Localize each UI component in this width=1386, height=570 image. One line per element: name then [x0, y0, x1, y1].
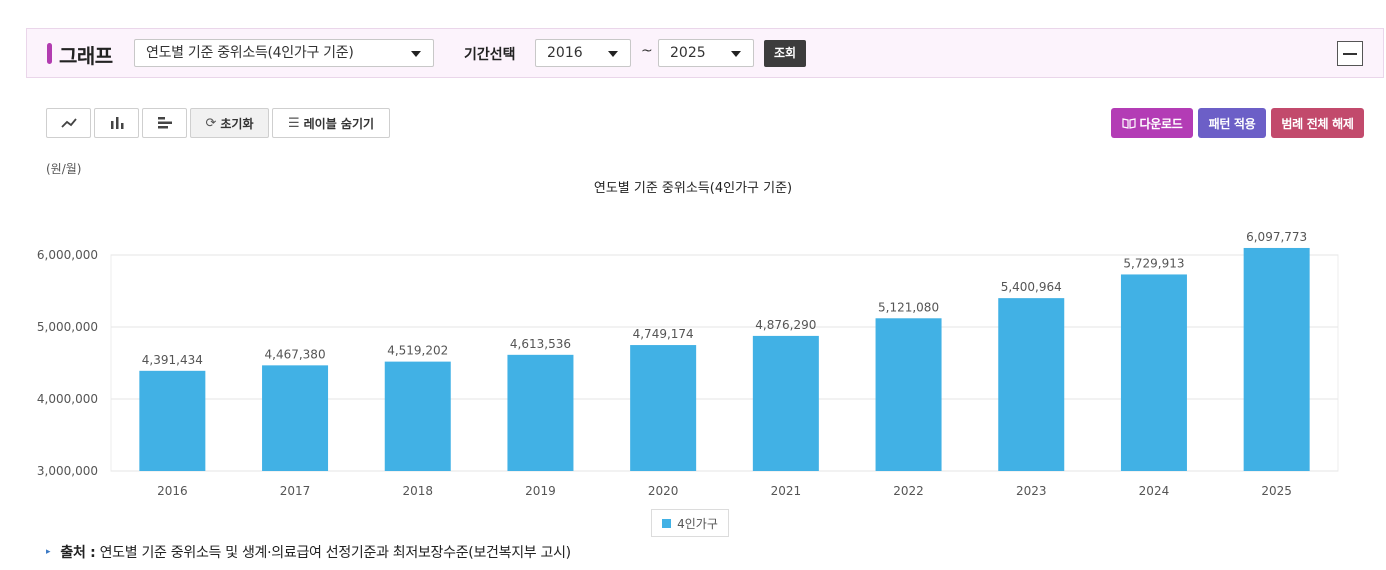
- data-label: 5,121,080: [878, 300, 939, 314]
- pattern-apply-button[interactable]: 패턴 적용: [1198, 108, 1266, 138]
- line-chart-button[interactable]: [46, 108, 91, 138]
- legend-swatch: [662, 518, 672, 528]
- bar-2022: [875, 318, 942, 471]
- bar-2020: [630, 345, 697, 471]
- hide-labels-label: 레이블 숨기기: [303, 116, 375, 131]
- y-tick-label: 6,000,000: [37, 248, 98, 262]
- data-label: 4,467,380: [265, 347, 326, 361]
- period-from-select[interactable]: 2016: [535, 39, 631, 67]
- x-tick-label: 2024: [1139, 484, 1170, 498]
- data-label: 4,876,290: [755, 318, 816, 332]
- legend-clear-button[interactable]: 범례 전체 해제: [1271, 108, 1364, 138]
- x-tick-label: 2020: [648, 484, 679, 498]
- collapse-icon[interactable]: [1337, 41, 1363, 66]
- data-label: 5,729,913: [1123, 256, 1184, 270]
- legend-label: 4인가구: [677, 516, 718, 531]
- source-key: 출처 :: [60, 545, 96, 561]
- list-icon: ☰: [287, 115, 300, 131]
- data-label: 4,519,202: [387, 344, 448, 358]
- x-tick-label: 2016: [157, 484, 188, 498]
- x-tick-label: 2019: [525, 484, 556, 498]
- reset-button[interactable]: ⟳ 초기화: [190, 108, 269, 138]
- unit-label: (원/월): [46, 162, 82, 176]
- bar-chart-button[interactable]: [94, 108, 139, 138]
- bar-2018: [384, 361, 451, 471]
- source-text: 연도별 기준 중위소득 및 생계·의료급여 선정기준과 최저보장수준(보건복지부…: [99, 545, 572, 561]
- chart-title: 연도별 기준 중위소득(4인가구 기준): [593, 181, 793, 196]
- chevron-down-icon: [608, 51, 618, 57]
- bar-2023: [998, 298, 1065, 471]
- legend-item-4person[interactable]: 4인가구: [651, 509, 729, 537]
- download-label: 다운로드: [1139, 116, 1183, 131]
- section-title: 그래프: [59, 44, 113, 68]
- horizontal-bar-chart-icon: [157, 117, 172, 129]
- y-tick-label: 4,000,000: [37, 392, 98, 406]
- bar-2021: [752, 335, 819, 471]
- bar-2025: [1243, 247, 1310, 471]
- indicator-select[interactable]: 연도별 기준 중위소득(4인가구 기준): [134, 39, 434, 67]
- x-tick-label: 2017: [280, 484, 311, 498]
- book-icon: [1121, 118, 1136, 129]
- period-label: 기간선택: [464, 47, 516, 63]
- refresh-icon: ⟳: [205, 115, 217, 131]
- data-label: 4,749,174: [633, 327, 694, 341]
- x-tick-label: 2021: [771, 484, 802, 498]
- period-to-select[interactable]: 2025: [658, 39, 754, 67]
- title-accent-mark: [47, 43, 52, 64]
- reset-label: 초기화: [220, 116, 254, 131]
- indicator-select-value: 연도별 기준 중위소득(4인가구 기준): [146, 45, 354, 61]
- y-tick-label: 5,000,000: [37, 320, 98, 334]
- y-tick-label: 3,000,000: [37, 464, 98, 478]
- bar-2024: [1120, 274, 1187, 471]
- period-from-value: 2016: [547, 45, 583, 61]
- bar-2016: [139, 370, 206, 471]
- horizontal-bar-chart-button[interactable]: [142, 108, 187, 138]
- hide-labels-button[interactable]: ☰ 레이블 숨기기: [272, 108, 390, 138]
- line-chart-icon: [60, 118, 77, 128]
- bar-2019: [507, 354, 574, 471]
- x-tick-label: 2018: [402, 484, 433, 498]
- x-tick-label: 2022: [893, 484, 924, 498]
- data-label: 4,391,434: [142, 353, 203, 367]
- data-label: 4,613,536: [510, 337, 571, 351]
- bar-chart-icon: [110, 117, 123, 129]
- chevron-down-icon: [731, 51, 741, 57]
- query-button[interactable]: 조회: [764, 40, 806, 67]
- bullet-icon: ▸: [46, 547, 51, 557]
- period-to-value: 2025: [670, 45, 706, 61]
- chevron-down-icon: [411, 51, 421, 57]
- x-tick-label: 2023: [1016, 484, 1047, 498]
- data-label: 6,097,773: [1246, 230, 1307, 244]
- bar-2017: [262, 365, 329, 471]
- source-note: ▸ 출처 : 연도별 기준 중위소득 및 생계·의료급여 선정기준과 최저보장수…: [46, 542, 571, 562]
- period-separator: ~: [641, 43, 653, 59]
- data-label: 5,400,964: [1001, 280, 1062, 294]
- download-button[interactable]: 다운로드: [1111, 108, 1193, 138]
- graph-header: 그래프 연도별 기준 중위소득(4인가구 기준) 기간선택 2016 ~ 202…: [26, 28, 1384, 78]
- x-tick-label: 2025: [1261, 484, 1292, 498]
